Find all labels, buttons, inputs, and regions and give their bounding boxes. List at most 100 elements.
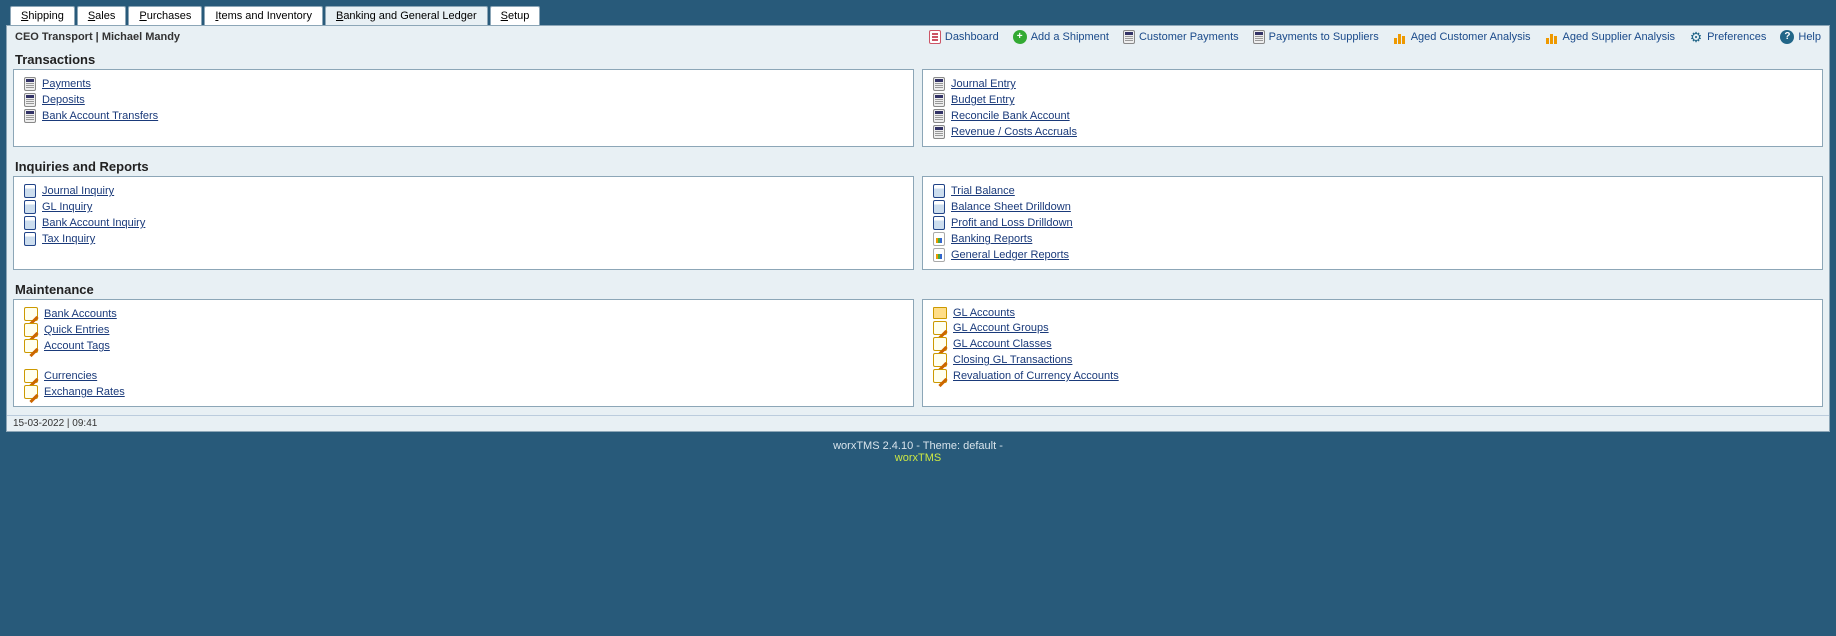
panel: GL Accounts GL Account Groups GL Account C… (922, 299, 1823, 407)
link-reconcile-bank-account[interactable]: Reconcile Bank Account (951, 110, 1070, 122)
list-item: Balance Sheet Drilldown (933, 199, 1812, 215)
edit-icon (933, 321, 947, 335)
list-item: Tax Inquiry (24, 231, 903, 247)
section-title-maintenance: Maintenance (7, 278, 1829, 299)
link-profit-and-loss-drilldown[interactable]: Profit and Loss Drilldown (951, 217, 1073, 229)
link-bank-account-transfers[interactable]: Bank Account Transfers (42, 110, 158, 122)
calculator-icon (1123, 30, 1135, 44)
link-general-ledger-reports[interactable]: General Ledger Reports (951, 249, 1069, 261)
list-item: Currencies (24, 368, 903, 384)
report-icon (933, 232, 945, 246)
link-gl-account-groups[interactable]: GL Account Groups (953, 322, 1049, 334)
calculator-icon (933, 125, 945, 139)
toplink-dashboard[interactable]: Dashboard (929, 30, 999, 44)
list-item: Account Tags (24, 338, 903, 354)
list-item: Revenue / Costs Accruals (933, 124, 1812, 140)
list-item: General Ledger Reports (933, 247, 1812, 263)
link-deposits[interactable]: Deposits (42, 94, 85, 106)
link-journal-inquiry[interactable]: Journal Inquiry (42, 185, 114, 197)
tab-sales[interactable]: Sales (77, 6, 127, 25)
toplink-aged-supplier[interactable]: Aged Supplier Analysis (1545, 30, 1676, 44)
calculator-icon (24, 93, 36, 107)
list-item: Bank Account Inquiry (24, 215, 903, 231)
link-gl-accounts[interactable]: GL Accounts (953, 307, 1015, 319)
link-currencies[interactable]: Currencies (44, 370, 97, 382)
link-trial-balance[interactable]: Trial Balance (951, 185, 1015, 197)
book-icon (24, 232, 36, 246)
link-revaluation-of-currency-accounts[interactable]: Revaluation of Currency Accounts (953, 370, 1119, 382)
link-quick-entries[interactable]: Quick Entries (44, 324, 109, 336)
list-item: Budget Entry (933, 92, 1812, 108)
tab-purchases[interactable]: Purchases (128, 6, 202, 25)
tab-setup[interactable]: Setup (490, 6, 541, 25)
company-user: CEO Transport | Michael Mandy (15, 31, 180, 43)
book-icon (24, 200, 36, 214)
toplink-help[interactable]: ?Help (1780, 30, 1821, 44)
toplink-payments-suppliers[interactable]: Payments to Suppliers (1253, 30, 1379, 44)
toplink-add-shipment[interactable]: +Add a Shipment (1013, 30, 1109, 44)
tab-banking-and-general-ledger[interactable]: Banking and General Ledger (325, 6, 488, 25)
toplink-preferences[interactable]: ⚙Preferences (1689, 30, 1766, 44)
edit-icon (24, 385, 38, 399)
list-item: Payments (24, 76, 903, 92)
book-icon (24, 184, 36, 198)
panel: Journal Entry Budget Entry Reconcile Bank … (922, 69, 1823, 147)
calculator-icon (933, 77, 945, 91)
link-payments[interactable]: Payments (42, 78, 91, 90)
edit-icon (24, 323, 38, 337)
calculator-icon (24, 109, 36, 123)
top-bar: CEO Transport | Michael Mandy Dashboard +… (7, 26, 1829, 48)
document-icon (929, 30, 941, 44)
list-item: Profit and Loss Drilldown (933, 215, 1812, 231)
list-item: Revaluation of Currency Accounts (933, 368, 1812, 384)
gear-icon: ⚙ (1689, 30, 1703, 44)
top-links: Dashboard +Add a Shipment Customer Payment… (929, 30, 1821, 44)
list-item: Journal Inquiry (24, 183, 903, 199)
list-item: Journal Entry (933, 76, 1812, 92)
tab-items-and-inventory[interactable]: Items and Inventory (204, 6, 323, 25)
link-account-tags[interactable]: Account Tags (44, 340, 110, 352)
edit-icon (933, 369, 947, 383)
section-title-inquiries-and-reports: Inquiries and Reports (7, 155, 1829, 176)
report-icon (933, 248, 945, 262)
book-icon (933, 216, 945, 230)
link-bank-account-inquiry[interactable]: Bank Account Inquiry (42, 217, 145, 229)
link-budget-entry[interactable]: Budget Entry (951, 94, 1015, 106)
folder-icon (933, 307, 947, 319)
status-bar: 15-03-2022 | 09:41 (7, 415, 1829, 431)
list-item: GL Account Groups (933, 320, 1812, 336)
link-tax-inquiry[interactable]: Tax Inquiry (42, 233, 95, 245)
toplink-customer-payments[interactable]: Customer Payments (1123, 30, 1239, 44)
list-item: GL Account Classes (933, 336, 1812, 352)
list-item: GL Inquiry (24, 199, 903, 215)
link-banking-reports[interactable]: Banking Reports (951, 233, 1032, 245)
link-gl-inquiry[interactable]: GL Inquiry (42, 201, 92, 213)
list-item: Deposits (24, 92, 903, 108)
main-tabs: ShippingSalesPurchasesItems and Inventor… (10, 6, 1830, 25)
calculator-icon (24, 77, 36, 91)
link-exchange-rates[interactable]: Exchange Rates (44, 386, 125, 398)
tab-shipping[interactable]: Shipping (10, 6, 75, 25)
link-bank-accounts[interactable]: Bank Accounts (44, 308, 117, 320)
chart-icon (1393, 30, 1407, 44)
help-icon: ? (1780, 30, 1794, 44)
list-item: Closing GL Transactions (933, 352, 1812, 368)
edit-icon (24, 369, 38, 383)
link-balance-sheet-drilldown[interactable]: Balance Sheet Drilldown (951, 201, 1071, 213)
list-item: GL Accounts (933, 306, 1812, 320)
section-title-transactions: Transactions (7, 48, 1829, 69)
link-journal-entry[interactable]: Journal Entry (951, 78, 1016, 90)
book-icon (933, 184, 945, 198)
link-gl-account-classes[interactable]: GL Account Classes (953, 338, 1052, 350)
footer-link[interactable]: worxTMS (895, 452, 941, 464)
book-icon (933, 200, 945, 214)
list-item: Banking Reports (933, 231, 1812, 247)
footer: worxTMS 2.4.10 - Theme: default - worxTM… (6, 432, 1830, 464)
link-revenue-costs-accruals[interactable]: Revenue / Costs Accruals (951, 126, 1077, 138)
toplink-aged-customer[interactable]: Aged Customer Analysis (1393, 30, 1531, 44)
list-item: Trial Balance (933, 183, 1812, 199)
chart-icon (1545, 30, 1559, 44)
link-closing-gl-transactions[interactable]: Closing GL Transactions (953, 354, 1072, 366)
list-item: Exchange Rates (24, 384, 903, 400)
edit-icon (933, 337, 947, 351)
